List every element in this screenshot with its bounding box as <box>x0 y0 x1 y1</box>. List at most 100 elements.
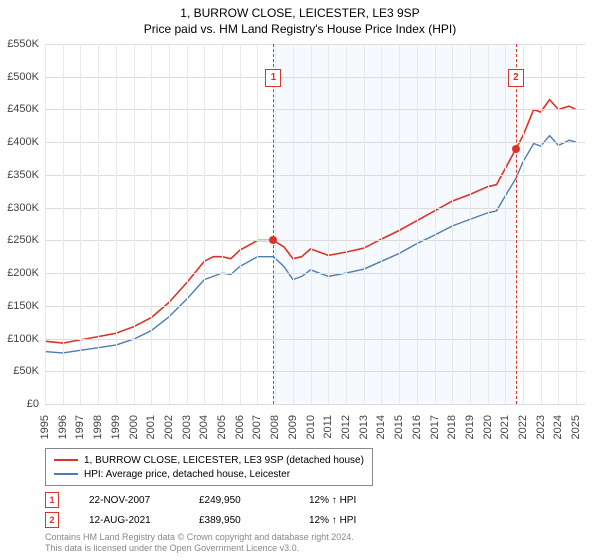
gridline-v <box>151 44 152 404</box>
legend-text: HPI: Average price, detached house, Leic… <box>84 469 290 480</box>
x-tick-label: 2007 <box>251 415 263 445</box>
gridline-v <box>63 44 64 404</box>
sale-dashed-line <box>273 44 274 404</box>
gridline-v <box>381 44 382 404</box>
gridline-v <box>523 44 524 404</box>
gridline-v <box>240 44 241 404</box>
x-tick-label: 1999 <box>110 415 122 445</box>
plot-svg <box>45 44 585 404</box>
gridline-v <box>257 44 258 404</box>
x-tick-label: 1998 <box>92 415 104 445</box>
x-tick-label: 2010 <box>305 415 317 445</box>
footer-line-1: Contains HM Land Registry data © Crown c… <box>45 532 354 543</box>
title-block: 1, BURROW CLOSE, LEICESTER, LE3 9SP Pric… <box>0 0 600 36</box>
x-tick-label: 2015 <box>393 415 405 445</box>
gridline-v <box>98 44 99 404</box>
x-tick-label: 1997 <box>74 415 86 445</box>
sales-row-date: 12-AUG-2021 <box>89 515 169 526</box>
y-tick-label: £450K <box>0 103 39 115</box>
chart-container: 1, BURROW CLOSE, LEICESTER, LE3 9SP Pric… <box>0 0 600 560</box>
gridline-v <box>45 44 46 404</box>
y-tick-label: £0 <box>0 398 39 410</box>
x-tick-label: 2020 <box>482 415 494 445</box>
gridline-h <box>45 240 585 241</box>
y-tick-label: £300K <box>0 202 39 214</box>
sales-row-price: £389,950 <box>199 515 279 526</box>
gridline-h <box>45 306 585 307</box>
x-tick-label: 2017 <box>429 415 441 445</box>
gridline-v <box>222 44 223 404</box>
legend: 1, BURROW CLOSE, LEICESTER, LE3 9SP (det… <box>45 448 373 486</box>
legend-swatch <box>54 473 78 475</box>
y-tick-label: £50K <box>0 365 39 377</box>
sale-marker-box: 1 <box>265 69 281 87</box>
sales-row-date: 22-NOV-2007 <box>89 495 169 506</box>
x-tick-label: 2024 <box>552 415 564 445</box>
gridline-h <box>45 142 585 143</box>
gridline-v <box>505 44 506 404</box>
x-tick-label: 2014 <box>375 415 387 445</box>
x-tick-label: 1996 <box>57 415 69 445</box>
y-tick-label: £400K <box>0 136 39 148</box>
x-tick-label: 2003 <box>181 415 193 445</box>
sales-row-delta: 12% ↑ HPI <box>309 495 389 506</box>
x-tick-label: 2011 <box>322 415 334 445</box>
gridline-h <box>45 339 585 340</box>
y-tick-label: £200K <box>0 267 39 279</box>
x-tick-label: 2009 <box>287 415 299 445</box>
gridline-v <box>80 44 81 404</box>
title-line-1: 1, BURROW CLOSE, LEICESTER, LE3 9SP <box>0 6 600 20</box>
gridline-v <box>558 44 559 404</box>
gridline-v <box>169 44 170 404</box>
x-tick-label: 2001 <box>145 415 157 445</box>
gridline-v <box>328 44 329 404</box>
x-tick-label: 2008 <box>269 415 281 445</box>
gridline-v <box>452 44 453 404</box>
gridline-v <box>364 44 365 404</box>
gridline-h <box>45 371 585 372</box>
y-tick-label: £550K <box>0 38 39 50</box>
gridline-v <box>488 44 489 404</box>
gridline-v <box>346 44 347 404</box>
sale-marker-box: 2 <box>508 69 524 87</box>
x-tick-label: 2002 <box>163 415 175 445</box>
sales-row-marker: 1 <box>45 492 59 508</box>
x-tick-label: 2022 <box>517 415 529 445</box>
gridline-h <box>45 109 585 110</box>
x-tick-label: 2025 <box>570 415 582 445</box>
x-tick-label: 2018 <box>446 415 458 445</box>
gridline-v <box>435 44 436 404</box>
sales-row-price: £249,950 <box>199 495 279 506</box>
gridline-h <box>45 404 585 405</box>
footer: Contains HM Land Registry data © Crown c… <box>45 532 354 555</box>
sales-row-delta: 12% ↑ HPI <box>309 515 389 526</box>
sales-row: 1 22-NOV-2007 £249,950 12% ↑ HPI <box>45 490 389 510</box>
gridline-v <box>204 44 205 404</box>
x-tick-label: 2021 <box>499 415 511 445</box>
y-tick-label: £100K <box>0 333 39 345</box>
gridline-h <box>45 208 585 209</box>
x-tick-label: 2005 <box>216 415 228 445</box>
x-tick-label: 2000 <box>128 415 140 445</box>
sales-row: 2 12-AUG-2021 £389,950 12% ↑ HPI <box>45 510 389 530</box>
sales-table: 1 22-NOV-2007 £249,950 12% ↑ HPI 2 12-AUG-202… <box>45 490 389 530</box>
x-tick-label: 2006 <box>234 415 246 445</box>
footer-line-2: This data is licensed under the Open Gov… <box>45 543 354 554</box>
gridline-h <box>45 44 585 45</box>
y-tick-label: £350K <box>0 169 39 181</box>
title-line-2: Price paid vs. HM Land Registry's House … <box>0 22 600 36</box>
gridline-v <box>470 44 471 404</box>
sale-marker-dot <box>512 145 520 153</box>
x-tick-label: 2019 <box>464 415 476 445</box>
x-tick-label: 2004 <box>198 415 210 445</box>
gridline-h <box>45 77 585 78</box>
gridline-v <box>187 44 188 404</box>
y-tick-label: £500K <box>0 71 39 83</box>
gridline-v <box>417 44 418 404</box>
y-tick-label: £150K <box>0 300 39 312</box>
gridline-v <box>541 44 542 404</box>
legend-row: 1, BURROW CLOSE, LEICESTER, LE3 9SP (det… <box>54 453 364 467</box>
sales-row-marker: 2 <box>45 512 59 528</box>
x-tick-label: 1995 <box>39 415 51 445</box>
gridline-v <box>116 44 117 404</box>
